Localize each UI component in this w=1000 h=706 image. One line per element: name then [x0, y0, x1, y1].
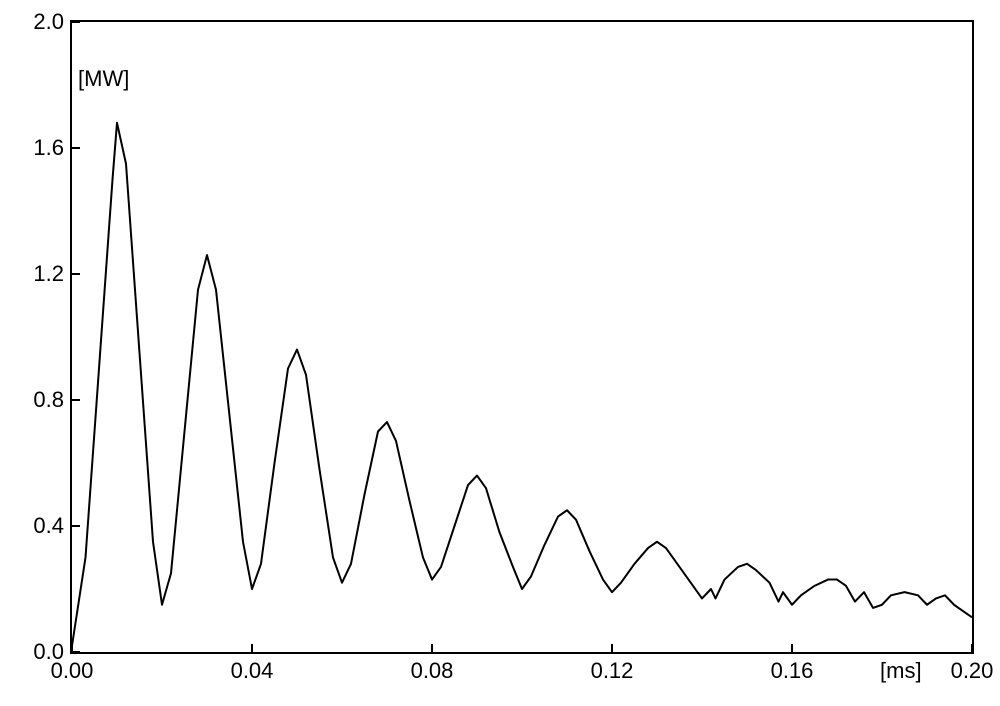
x-axis-unit-label: [ms] — [880, 658, 922, 684]
series-damped-oscillation — [72, 123, 972, 646]
y-tick-label: 1.2 — [33, 261, 64, 287]
y-tick-label: 0.4 — [33, 513, 64, 539]
x-tick-label: 0.04 — [231, 658, 274, 684]
y-tick-label: 1.6 — [33, 135, 64, 161]
y-tick — [72, 147, 80, 149]
x-tick-label: 0.20 — [951, 658, 994, 684]
x-tick-label: 0.08 — [411, 658, 454, 684]
x-tick — [611, 644, 613, 652]
y-tick-label: 2.0 — [33, 9, 64, 35]
y-tick — [72, 525, 80, 527]
x-tick — [431, 644, 433, 652]
y-tick — [72, 399, 80, 401]
chart-container: [MW] [ms] 0.00.40.81.21.62.00.000.040.08… — [0, 0, 1000, 706]
x-tick — [971, 644, 973, 652]
x-tick — [71, 644, 73, 652]
line-series — [72, 22, 972, 652]
x-tick — [251, 644, 253, 652]
y-axis-unit-label: [MW] — [78, 66, 129, 92]
plot-area: [MW] [ms] 0.00.40.81.21.62.00.000.040.08… — [70, 20, 974, 654]
y-tick — [72, 651, 80, 653]
y-tick — [72, 21, 80, 23]
x-tick-label: 0.00 — [51, 658, 94, 684]
y-tick-label: 0.8 — [33, 387, 64, 413]
x-tick — [791, 644, 793, 652]
y-tick — [72, 273, 80, 275]
x-tick-label: 0.12 — [591, 658, 634, 684]
x-tick-label: 0.16 — [771, 658, 814, 684]
